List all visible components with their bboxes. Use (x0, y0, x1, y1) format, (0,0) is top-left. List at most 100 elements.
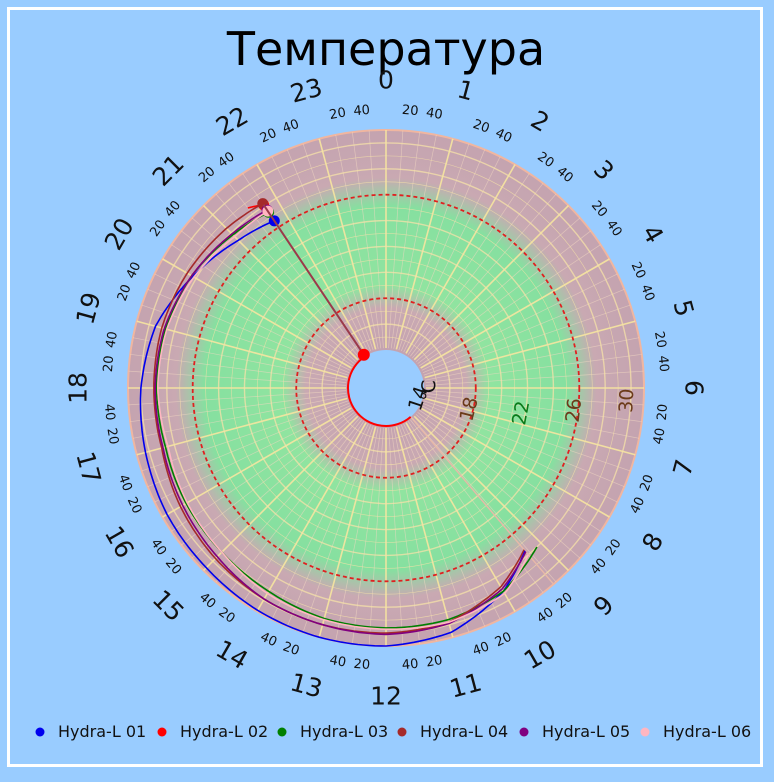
minor-gridline (132, 395, 347, 439)
minute-tick-label: 40 (588, 556, 610, 578)
hour-label: 17 (70, 449, 106, 487)
temperature-ring (321, 323, 451, 453)
hour-label: 12 (370, 682, 402, 711)
hour-gridline (420, 407, 610, 518)
minute-tick-label: 40 (425, 105, 444, 123)
minor-gridline (419, 409, 601, 532)
hour-gridline (318, 426, 377, 638)
legend-marker (640, 727, 650, 737)
temperature-ring (257, 259, 515, 517)
minor-gridline (286, 149, 372, 352)
minor-gridline (410, 183, 544, 357)
minor-gridline (215, 193, 360, 359)
minor-gridline (388, 427, 404, 646)
hour-label: 5 (667, 297, 699, 320)
temperature-ring (217, 219, 555, 557)
minute-tick-label: 40 (603, 217, 625, 239)
needle-hub (357, 348, 370, 361)
elapsed-arc (347, 355, 412, 427)
minute-tick-label: 40 (103, 330, 121, 349)
minor-gridline (422, 288, 625, 374)
minor-gridline (271, 156, 369, 353)
minor-gridline (425, 395, 640, 439)
hour-label: 8 (636, 528, 669, 556)
minute-tick-label: 40 (493, 126, 514, 147)
minor-gridline (191, 414, 357, 559)
hour-gridline (405, 164, 516, 354)
minute-tick-label: 20 (101, 355, 117, 373)
minute-tick-label: 40 (328, 653, 347, 671)
minute-tick-label: 20 (258, 126, 279, 147)
minor-gridline (141, 400, 349, 472)
minor-gridline (421, 273, 618, 371)
hour-label: 21 (147, 149, 190, 192)
minute-tick-label: 40 (258, 630, 279, 651)
reference-ring (191, 193, 581, 583)
minor-gridline (398, 425, 470, 633)
hour-label: 22 (211, 101, 253, 142)
minute-tick-label: 40 (147, 536, 169, 558)
minute-tick-label: 40 (401, 657, 419, 673)
minute-tick-label: 40 (162, 198, 184, 220)
minute-tick-label: 40 (534, 605, 556, 627)
minute-tick-label: 20 (353, 657, 371, 673)
minute-tick-label: 20 (162, 556, 184, 578)
hour-gridline (420, 258, 610, 369)
minor-gridline (154, 273, 351, 371)
minor-gridline (398, 143, 470, 351)
minute-tick-label: 40 (215, 149, 237, 171)
legend-label: Hydra-L 06 (663, 722, 751, 741)
minor-gridline (130, 353, 347, 384)
hour-gridline (395, 426, 454, 638)
minute-tick-label: 40 (655, 355, 671, 373)
minute-tick-label: 40 (554, 164, 576, 186)
minute-tick-label: 20 (103, 427, 121, 446)
minute-tick-label: 20 (655, 403, 671, 421)
minute-tick-label: 20 (425, 653, 444, 671)
minute-tick-label: 20 (328, 105, 347, 123)
hour-label: 18 (64, 372, 93, 404)
minor-gridline (335, 427, 379, 642)
minute-tick-label: 20 (628, 260, 649, 281)
minor-gridline (130, 392, 347, 423)
legend-label: Hydra-L 02 (180, 722, 268, 741)
minute-tick-label: 20 (588, 198, 610, 220)
legend-label: Hydra-L 05 (542, 722, 630, 741)
minor-gridline (302, 425, 374, 633)
minor-gridline (215, 417, 360, 583)
legend-marker (277, 727, 287, 737)
hour-label: 4 (636, 220, 669, 248)
minor-gridline (242, 421, 365, 603)
minor-gridline (191, 217, 357, 362)
minute-tick-label: 40 (124, 260, 145, 281)
hour-label: 15 (147, 584, 190, 627)
minor-gridline (390, 427, 421, 644)
minor-gridline (425, 392, 642, 423)
legend-label: Hydra-L 01 (58, 722, 146, 741)
minute-tick-label: 20 (281, 639, 302, 659)
minute-tick-label: 20 (651, 330, 669, 349)
minor-gridline (400, 149, 486, 352)
temperature-ring (166, 168, 606, 608)
label-layer: 0 123456789101112131415161718192021222320… (64, 66, 709, 711)
reference-ring (295, 297, 477, 479)
minor-gridline (171, 409, 353, 532)
hour-label: 20 (99, 213, 140, 255)
minute-tick-label: 40 (471, 639, 492, 659)
minor-gridline (425, 353, 642, 384)
minute-tick-label: 40 (281, 117, 302, 137)
legend-marker (157, 727, 167, 737)
unit-label: ℃ (417, 379, 440, 401)
temperature-ring (308, 310, 464, 466)
minute-tick-label: 40 (101, 403, 117, 421)
minor-gridline (368, 427, 384, 646)
minor-gridline (403, 423, 501, 620)
minor-gridline (271, 423, 369, 620)
minute-tick-label: 40 (115, 473, 135, 494)
minor-gridline (393, 134, 437, 349)
minute-tick-label: 20 (471, 117, 492, 137)
minor-gridline (423, 304, 631, 376)
minor-gridline (415, 414, 581, 559)
chart-frame (7, 7, 763, 767)
legend-marker (519, 727, 529, 737)
